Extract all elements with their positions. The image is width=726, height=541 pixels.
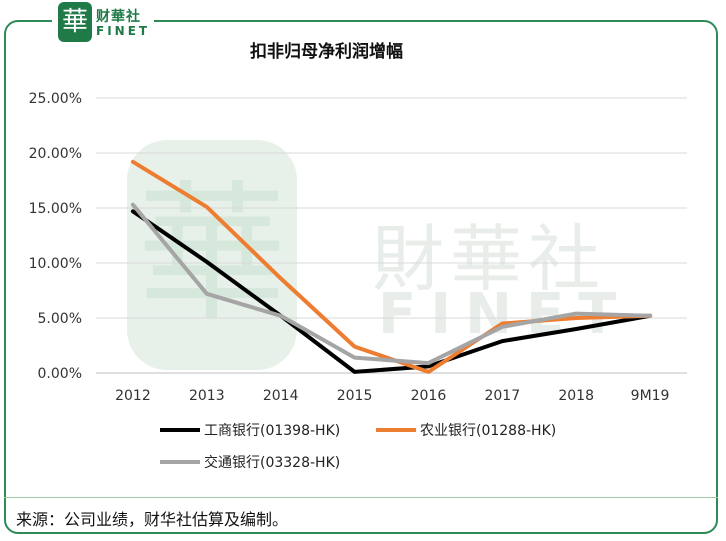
- x-tick-label-4: 2016: [411, 388, 447, 404]
- source-note: 来源：公司业绩，财华社估算及编制。: [16, 510, 289, 529]
- y-tick-label-1: 5.00%: [38, 311, 82, 327]
- logo-seal-icon: 華: [58, 2, 92, 42]
- x-tick-label-7: 9M19: [631, 388, 670, 404]
- chart-title: 扣非归母净利润增幅: [250, 42, 403, 62]
- x-tick-label-2: 2014: [263, 388, 299, 404]
- logo-chinese-text: 财華社: [96, 9, 141, 25]
- series-line-0: [130, 209, 653, 374]
- finet-logo: 華 财華社 FINET: [52, 0, 154, 46]
- y-tick-label-2: 10.00%: [29, 256, 82, 272]
- x-tick-label-0: 2012: [115, 388, 151, 404]
- watermark-seal: 華: [127, 140, 297, 370]
- x-tick-label-3: 2015: [337, 388, 373, 404]
- series-line-2: [130, 202, 653, 366]
- y-tick-label-0: 0.00%: [38, 366, 82, 382]
- x-tick-label-5: 2017: [484, 388, 520, 404]
- y-tick-label-4: 20.00%: [29, 146, 82, 162]
- x-tick-label-1: 2013: [189, 388, 225, 404]
- footer-divider: [4, 497, 718, 498]
- watermark-chinese-text: 財華社: [372, 217, 607, 301]
- logo-english-text: FINET: [96, 24, 151, 38]
- legend-label-1: 农业银行(01288-HK): [420, 423, 556, 439]
- y-tick-label-3: 15.00%: [29, 201, 82, 217]
- legend-label-2: 交通银行(03328-HK): [204, 454, 340, 471]
- legend-label-0: 工商银行(01398-HK): [204, 423, 340, 439]
- x-tick-label-6: 2018: [558, 388, 594, 404]
- chart-frame: [4, 20, 718, 534]
- y-tick-label-5: 25.00%: [29, 91, 82, 107]
